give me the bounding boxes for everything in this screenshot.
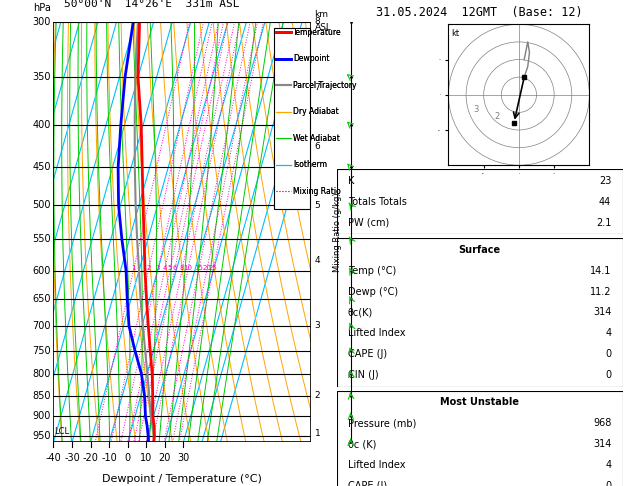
- Text: 2: 2: [494, 112, 499, 122]
- Text: Dry Adiabat: Dry Adiabat: [293, 107, 338, 116]
- Text: CIN (J): CIN (J): [348, 370, 379, 380]
- Text: Lifted Index: Lifted Index: [348, 460, 406, 470]
- Text: 0: 0: [605, 349, 611, 359]
- Text: -20: -20: [82, 453, 99, 463]
- Text: 3: 3: [314, 321, 320, 330]
- Text: 31.05.2024  12GMT  (Base: 12): 31.05.2024 12GMT (Base: 12): [376, 6, 583, 19]
- Text: 500: 500: [32, 200, 51, 210]
- Text: Dry Adiabat: Dry Adiabat: [293, 107, 338, 116]
- Text: 7: 7: [314, 83, 320, 92]
- Text: hPa: hPa: [33, 3, 51, 14]
- Text: Dewpoint / Temperature (°C): Dewpoint / Temperature (°C): [103, 474, 262, 484]
- Text: CAPE (J): CAPE (J): [348, 481, 387, 486]
- Text: 6: 6: [314, 142, 320, 151]
- Text: Temp (°C): Temp (°C): [348, 266, 396, 276]
- Text: 900: 900: [32, 411, 51, 421]
- Text: 10: 10: [183, 264, 192, 271]
- Text: 5: 5: [314, 201, 320, 209]
- Text: 314: 314: [593, 308, 611, 317]
- Text: 50°00'N  14°26'E  331m ASL: 50°00'N 14°26'E 331m ASL: [64, 0, 239, 9]
- Text: 15: 15: [194, 264, 203, 271]
- Text: 400: 400: [32, 120, 51, 130]
- Text: Most Unstable: Most Unstable: [440, 398, 519, 407]
- Text: 11.2: 11.2: [590, 287, 611, 296]
- Text: Totals Totals: Totals Totals: [348, 197, 407, 207]
- Text: CAPE (J): CAPE (J): [348, 349, 387, 359]
- Text: Surface: Surface: [459, 245, 501, 255]
- Text: 1: 1: [314, 429, 320, 438]
- Text: θᴄ (K): θᴄ (K): [348, 439, 376, 449]
- Text: 10: 10: [140, 453, 152, 463]
- Text: -10: -10: [101, 453, 117, 463]
- Text: kt: kt: [451, 29, 459, 37]
- Text: Mixing Ratio: Mixing Ratio: [293, 187, 340, 196]
- Text: 4: 4: [605, 329, 611, 338]
- Text: 30: 30: [177, 453, 189, 463]
- Text: 750: 750: [32, 346, 51, 356]
- Text: Isotherm: Isotherm: [293, 160, 327, 169]
- Text: Lifted Index: Lifted Index: [348, 329, 406, 338]
- Text: 23: 23: [599, 176, 611, 186]
- Text: 450: 450: [32, 162, 51, 173]
- Text: ASL: ASL: [314, 22, 331, 32]
- Text: 0: 0: [605, 481, 611, 486]
- Text: K: K: [348, 176, 354, 186]
- Text: 6: 6: [172, 264, 177, 271]
- Text: 350: 350: [32, 72, 51, 82]
- Text: 20: 20: [159, 453, 171, 463]
- Text: Dewp (°C): Dewp (°C): [348, 287, 398, 296]
- Text: Temperature: Temperature: [293, 28, 342, 37]
- Text: 1: 1: [131, 264, 136, 271]
- Text: 3: 3: [155, 264, 160, 271]
- Text: 4: 4: [314, 256, 320, 265]
- Text: Parcel Trajectory: Parcel Trajectory: [293, 81, 356, 90]
- Text: 650: 650: [32, 295, 51, 304]
- Text: 4: 4: [605, 460, 611, 470]
- Text: 5: 5: [168, 264, 172, 271]
- Text: 3: 3: [473, 105, 479, 114]
- Text: 14.1: 14.1: [590, 266, 611, 276]
- Text: Temperature: Temperature: [293, 28, 342, 37]
- Text: 2: 2: [314, 391, 320, 400]
- Text: PW (cm): PW (cm): [348, 218, 389, 227]
- Text: 968: 968: [593, 418, 611, 428]
- Text: 8: 8: [180, 264, 184, 271]
- Text: 44: 44: [599, 197, 611, 207]
- Text: 20: 20: [203, 264, 211, 271]
- Text: 4: 4: [162, 264, 167, 271]
- Text: Wet Adiabat: Wet Adiabat: [293, 134, 340, 143]
- Text: 850: 850: [32, 391, 51, 400]
- Text: 2.1: 2.1: [596, 218, 611, 227]
- Text: Wet Adiabat: Wet Adiabat: [293, 134, 340, 143]
- Text: 800: 800: [32, 369, 51, 379]
- Text: 2: 2: [146, 264, 150, 271]
- Text: -30: -30: [64, 453, 80, 463]
- FancyBboxPatch shape: [274, 28, 311, 209]
- Text: Pressure (mb): Pressure (mb): [348, 418, 416, 428]
- Text: Isotherm: Isotherm: [293, 160, 327, 169]
- Text: Mixing Ratio: Mixing Ratio: [293, 187, 340, 196]
- Text: km: km: [314, 10, 328, 19]
- Text: 0: 0: [605, 370, 611, 380]
- Text: LCL: LCL: [54, 427, 70, 436]
- Text: Mixing Ratio (g/kg): Mixing Ratio (g/kg): [333, 192, 342, 272]
- Text: 550: 550: [32, 234, 51, 244]
- Text: 8: 8: [314, 17, 320, 26]
- Text: 300: 300: [32, 17, 51, 27]
- Text: Dewpoint: Dewpoint: [293, 54, 330, 63]
- Text: 700: 700: [32, 321, 51, 331]
- Text: 600: 600: [32, 266, 51, 276]
- Text: -40: -40: [45, 453, 62, 463]
- Text: 950: 950: [32, 431, 51, 440]
- Text: Dewpoint: Dewpoint: [293, 54, 330, 63]
- Text: 25: 25: [209, 264, 218, 271]
- Text: θᴄ(K): θᴄ(K): [348, 308, 373, 317]
- Text: 0: 0: [125, 453, 131, 463]
- Text: Parcel Trajectory: Parcel Trajectory: [293, 81, 356, 90]
- Text: 314: 314: [593, 439, 611, 449]
